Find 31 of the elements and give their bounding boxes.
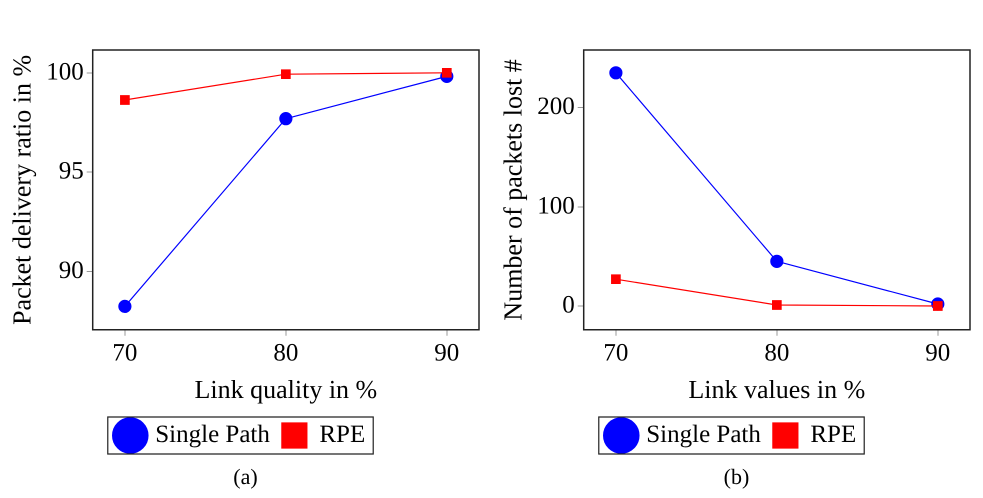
- point: [611, 274, 621, 284]
- legend-label: RPE: [810, 421, 856, 448]
- y-axis-title: Number of packets lost #: [498, 59, 528, 321]
- y-tick-label: 100: [537, 192, 575, 220]
- legend-label: RPE: [319, 421, 366, 448]
- y-tick-label: 95: [58, 158, 84, 185]
- x-tick-label: 70: [603, 339, 628, 366]
- point: [770, 254, 784, 268]
- x-tick-label: 80: [764, 339, 790, 366]
- y-tick-label: 100: [46, 58, 84, 86]
- x-tick-label: 90: [925, 339, 950, 366]
- legend-label: Single Path: [155, 421, 270, 448]
- text: (a): [232, 463, 259, 491]
- y-tick-label: 0: [562, 292, 575, 319]
- point: [279, 112, 292, 126]
- x-axis-title: Link values in %: [688, 375, 866, 404]
- point: [442, 68, 452, 78]
- y-tick-label: 90: [58, 256, 84, 284]
- x-tick-label: 80: [273, 339, 298, 366]
- x-tick-label: 90: [434, 339, 460, 366]
- point: [772, 300, 782, 310]
- legend-label: Single Path: [646, 421, 762, 448]
- point: [281, 69, 291, 80]
- y-axis-title: Packet delivery ratio in %: [7, 54, 36, 325]
- point: [118, 300, 132, 313]
- point: [120, 95, 130, 105]
- x-axis-title: Link quality in %: [194, 375, 378, 404]
- y-tick-label: 200: [537, 93, 575, 120]
- point: [609, 66, 622, 80]
- text: (b): [722, 463, 750, 491]
- x-tick-label: 70: [112, 339, 138, 366]
